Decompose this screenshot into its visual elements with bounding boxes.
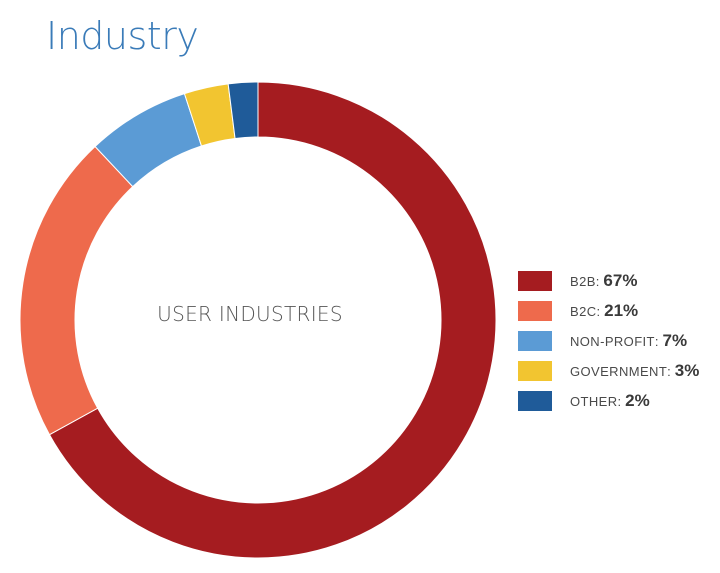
legend-label: B2C [570,303,597,319]
legend-label: GOVERNMENT [570,363,668,379]
legend-item-b2c: B2C: 21% [518,296,699,326]
donut-slice-other [227,81,259,140]
legend-value: 3% [674,361,700,380]
legend-swatch [518,271,552,291]
legend-swatch [518,391,552,411]
legend-swatch [518,301,552,321]
donut-slice-b2c [19,145,134,436]
legend-value: 2% [625,391,650,410]
donut-center-label: USER INDUSTRIES [157,302,343,326]
legend-value: 21% [604,301,639,320]
donut-chart [19,81,497,559]
legend: B2B: 67% B2C: 21% NON-PROFIT: 7% GOVERNM… [518,266,699,416]
legend-label: NON-PROFIT [570,333,655,349]
legend-label: OTHER [570,393,618,409]
donut-slice-b2b [48,81,497,559]
legend-swatch [518,361,552,381]
legend-value: 7% [662,331,688,350]
legend-item-b2b: B2B: 67% [518,266,699,296]
page-title: Industry [46,14,199,58]
legend-item-non-profit: NON-PROFIT: 7% [518,326,699,356]
legend-label: B2B [570,273,596,289]
legend-item-government: GOVERNMENT: 3% [518,356,699,386]
legend-item-other: OTHER: 2% [518,386,699,416]
legend-swatch [518,331,552,351]
legend-value: 67% [603,271,638,290]
